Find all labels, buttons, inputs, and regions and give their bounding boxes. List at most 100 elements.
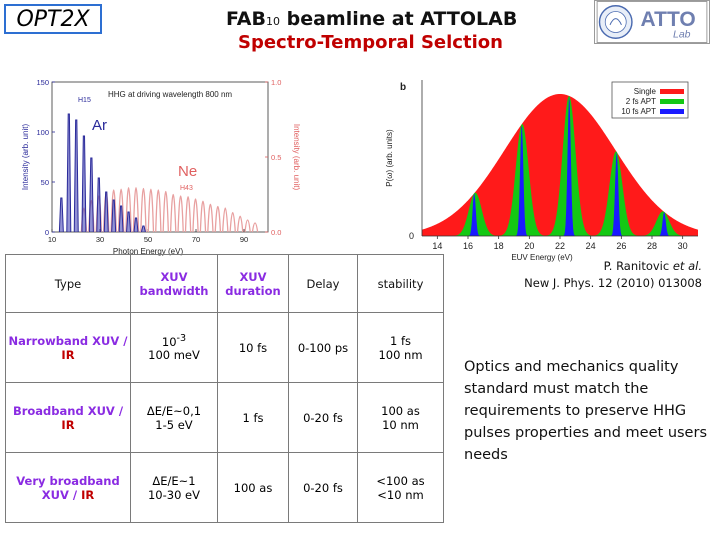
type-xuv: Narrowband XUV xyxy=(8,333,120,348)
ne-harmonic-peak xyxy=(177,195,184,233)
legend-label: 10 fs APT xyxy=(621,107,656,116)
cell-stability: <100 as <10 nm xyxy=(357,452,444,523)
ne-harmonic-peak xyxy=(117,188,125,233)
beamline-parameters-table: Type XUV bandwidth XUV duration Delay st… xyxy=(5,254,444,523)
attolab-logo-lab: Lab xyxy=(673,28,691,40)
x-tick-label: 30 xyxy=(678,241,688,251)
y-axis-label-left: Intensity (arb. unit) xyxy=(21,124,30,191)
type-ir: IR xyxy=(61,417,75,432)
bandwidth-value: 10 xyxy=(161,334,177,349)
opt2x-logo: OPT2X xyxy=(4,4,102,34)
citation-author: P. Ranitovic xyxy=(603,259,673,273)
ne-harmonic-peak xyxy=(140,188,147,233)
x-tick-label: 14 xyxy=(432,241,442,251)
x-tick-label: 20 xyxy=(524,241,534,251)
x-tick-label: 26 xyxy=(616,241,626,251)
stability-distance: 10 nm xyxy=(382,417,419,432)
single-pulse-spectrum xyxy=(422,94,698,236)
stability-distance: 100 nm xyxy=(378,347,423,362)
ar-harmonic-peak xyxy=(118,205,124,233)
bandwidth-energy: 1-5 eV xyxy=(155,417,193,432)
cell-delay: 0-20 fs xyxy=(288,452,358,523)
ne-harmonic-peak xyxy=(147,188,155,233)
label-h15: H15 xyxy=(78,97,91,104)
cell-duration: 10 fs xyxy=(217,312,289,383)
x-tick-label: 30 xyxy=(96,235,104,244)
citation: P. Ranitovic et al. New J. Phys. 12 (201… xyxy=(470,258,702,292)
ar-harmonic-peak xyxy=(81,135,87,233)
x-tick-label: 10 xyxy=(48,235,56,244)
hhg-spectrum-chart: 10 30 50 70 90 0 50 100 150 0.0 0.5 1.0 HHG at drivi… xyxy=(21,78,300,256)
header-type: Type xyxy=(5,254,131,313)
panel-label: b xyxy=(400,82,406,93)
cell-type: Narrowband XUV / IR xyxy=(5,312,131,383)
page-title: FAB10 beamline at ATTOLAB xyxy=(226,8,517,30)
y-tick-label-right: 0.5 xyxy=(271,153,281,162)
cell-stability: 1 fs 100 nm xyxy=(357,312,444,383)
x-tick-label: 70 xyxy=(192,235,200,244)
ne-harmonic-peak xyxy=(207,203,214,233)
ne-harmonic-peak xyxy=(214,206,222,233)
y-tick-label-right: 0.0 xyxy=(271,228,281,237)
x-tick-label: 18 xyxy=(494,241,504,251)
stability-time: <100 as xyxy=(376,473,425,488)
type-xuv: Broadband XUV xyxy=(12,403,115,418)
legend-label: 2 fs APT xyxy=(626,97,656,106)
ar-harmonic-peak xyxy=(58,197,64,233)
table-row: Narrowband XUV / IR 10-3 100 meV 10 fs 0-… xyxy=(5,312,444,383)
ne-harmonic-peak xyxy=(229,211,236,233)
y-tick-label-left: 50 xyxy=(41,178,49,187)
ar-harmonic-peak xyxy=(96,177,102,233)
cell-bandwidth: ΔE/E~1 10-30 eV xyxy=(130,452,218,523)
description-text: Optics and mechanics quality standard mu… xyxy=(464,359,707,463)
header-xuv-bandwidth: XUV bandwidth xyxy=(130,254,218,313)
y-tick-label-left: 100 xyxy=(36,128,49,137)
ne-harmonic-peak xyxy=(155,189,162,233)
ne-harmonic-peak xyxy=(251,222,259,233)
ne-harmonic-peak xyxy=(222,207,229,233)
label-h43: H43 xyxy=(180,185,193,192)
type-ir: IR xyxy=(61,347,75,362)
legend-swatch xyxy=(660,89,684,94)
legend-label: Single xyxy=(634,87,657,96)
y-tick-label: 0 xyxy=(409,231,414,241)
cell-bandwidth: 10-3 100 meV xyxy=(130,312,218,383)
ar-harmonic-peak xyxy=(66,113,72,233)
ne-harmonic-peak xyxy=(236,215,244,233)
chart-title: HHG at driving wavelength 800 nm xyxy=(108,90,232,99)
ne-harmonic-peak xyxy=(162,191,170,233)
type-xuv: Very broadband XUV xyxy=(16,473,120,502)
ne-harmonic-peak xyxy=(244,219,251,233)
bandwidth-energy: 100 meV xyxy=(148,348,200,363)
x-tick-label: 16 xyxy=(463,241,473,251)
table-row: Broadband XUV / IR ΔE/E~0,1 1-5 eV 1 fs 0… xyxy=(5,382,444,453)
cell-stability: 100 as 10 nm xyxy=(357,382,444,453)
table-header-row: Type XUV bandwidth XUV duration Delay st… xyxy=(5,254,444,313)
ne-harmonic-peak xyxy=(199,200,207,233)
x-tick-label: 28 xyxy=(647,241,657,251)
ar-harmonic-peak xyxy=(111,199,117,233)
apt-2fs-spectrum xyxy=(422,95,698,236)
ar-harmonic-peak xyxy=(140,225,146,233)
ne-harmonic-peak xyxy=(132,187,140,233)
header-delay: Delay xyxy=(288,254,358,313)
bandwidth-exponent: -3 xyxy=(176,332,187,344)
title-subscript: 10 xyxy=(266,15,280,28)
type-ir: IR xyxy=(81,487,95,502)
x-tick-label: 50 xyxy=(144,235,152,244)
citation-line2: New J. Phys. 12 (2010) 013008 xyxy=(524,276,702,290)
stability-time: 100 as xyxy=(381,403,420,418)
ne-harmonic-peak xyxy=(169,194,177,233)
cell-duration: 100 as xyxy=(217,452,289,523)
ne-harmonic-peak xyxy=(110,189,117,233)
legend-swatch xyxy=(660,99,684,104)
y-axis-label: P(ω) (arb. units) xyxy=(385,129,394,187)
table-row: Very broadband XUV / IR ΔE/E~1 10-30 eV 1… xyxy=(5,452,444,523)
bandwidth-energy: 10-30 eV xyxy=(147,487,200,502)
cell-type: Broadband XUV / IR xyxy=(5,382,131,453)
stability-time: 1 fs xyxy=(389,333,411,348)
ne-harmonic-peak xyxy=(192,198,199,233)
ne-harmonic-peak xyxy=(184,196,192,233)
bandwidth-value: ΔE/E~0,1 xyxy=(146,403,202,418)
x-tick-label: 90 xyxy=(240,235,248,244)
